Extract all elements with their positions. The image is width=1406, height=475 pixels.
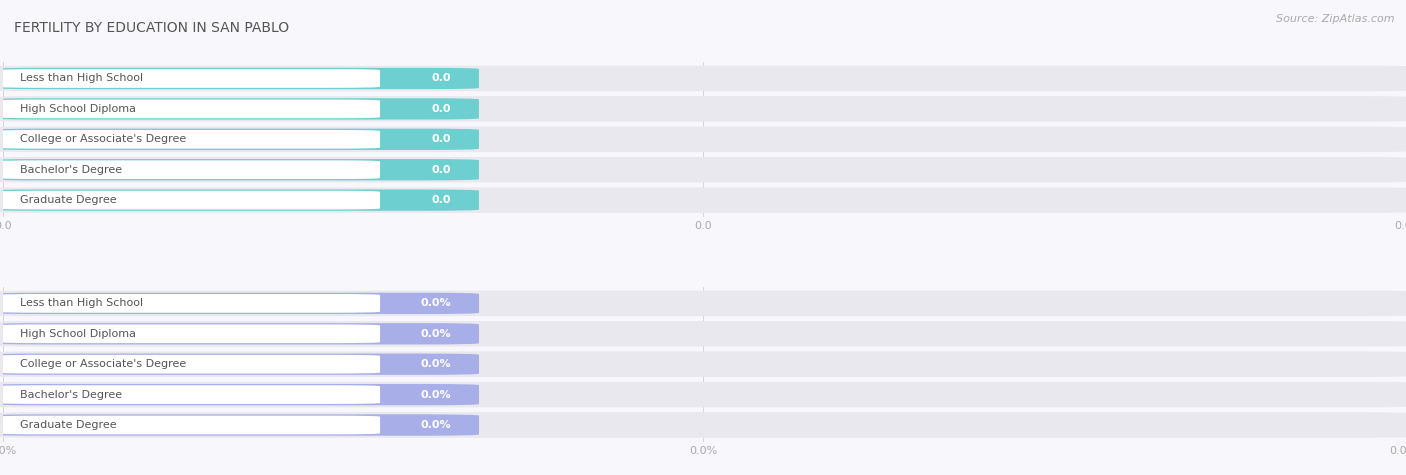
Text: College or Associate's Degree: College or Associate's Degree: [20, 359, 186, 369]
FancyBboxPatch shape: [0, 126, 1406, 152]
Text: Graduate Degree: Graduate Degree: [20, 420, 117, 430]
FancyBboxPatch shape: [0, 68, 479, 89]
FancyBboxPatch shape: [0, 191, 380, 209]
FancyBboxPatch shape: [0, 412, 1406, 438]
FancyBboxPatch shape: [0, 323, 479, 344]
FancyBboxPatch shape: [0, 321, 1406, 347]
FancyBboxPatch shape: [0, 96, 1406, 122]
FancyBboxPatch shape: [0, 66, 1406, 91]
FancyBboxPatch shape: [0, 190, 479, 211]
Text: 0.0%: 0.0%: [420, 298, 451, 308]
Text: High School Diploma: High School Diploma: [20, 329, 135, 339]
FancyBboxPatch shape: [0, 414, 479, 436]
Text: 0.0: 0.0: [432, 74, 451, 84]
Text: Source: ZipAtlas.com: Source: ZipAtlas.com: [1277, 14, 1395, 24]
Text: Bachelor's Degree: Bachelor's Degree: [20, 390, 122, 399]
Text: Less than High School: Less than High School: [20, 298, 143, 308]
FancyBboxPatch shape: [0, 416, 380, 435]
Text: 0.0%: 0.0%: [420, 329, 451, 339]
FancyBboxPatch shape: [0, 129, 479, 150]
Text: 0.0: 0.0: [432, 104, 451, 114]
Text: 0.0: 0.0: [432, 165, 451, 175]
Text: Graduate Degree: Graduate Degree: [20, 195, 117, 205]
FancyBboxPatch shape: [0, 187, 1406, 213]
FancyBboxPatch shape: [0, 98, 479, 120]
FancyBboxPatch shape: [0, 355, 380, 373]
FancyBboxPatch shape: [0, 157, 1406, 182]
FancyBboxPatch shape: [0, 161, 380, 179]
FancyBboxPatch shape: [0, 291, 1406, 316]
Text: 0.0: 0.0: [432, 134, 451, 144]
FancyBboxPatch shape: [0, 382, 1406, 408]
FancyBboxPatch shape: [0, 130, 380, 149]
FancyBboxPatch shape: [0, 324, 380, 343]
Text: Less than High School: Less than High School: [20, 74, 143, 84]
FancyBboxPatch shape: [0, 100, 380, 118]
Text: 0.0%: 0.0%: [420, 390, 451, 399]
FancyBboxPatch shape: [0, 69, 380, 88]
Text: College or Associate's Degree: College or Associate's Degree: [20, 134, 186, 144]
FancyBboxPatch shape: [0, 294, 380, 313]
Text: 0.0%: 0.0%: [420, 420, 451, 430]
Text: 0.0: 0.0: [432, 195, 451, 205]
FancyBboxPatch shape: [0, 385, 380, 404]
Text: FERTILITY BY EDUCATION IN SAN PABLO: FERTILITY BY EDUCATION IN SAN PABLO: [14, 21, 290, 35]
FancyBboxPatch shape: [0, 353, 479, 375]
Text: 0.0%: 0.0%: [420, 359, 451, 369]
Text: High School Diploma: High School Diploma: [20, 104, 135, 114]
Text: Bachelor's Degree: Bachelor's Degree: [20, 165, 122, 175]
FancyBboxPatch shape: [0, 159, 479, 180]
FancyBboxPatch shape: [0, 352, 1406, 377]
FancyBboxPatch shape: [0, 293, 479, 314]
FancyBboxPatch shape: [0, 384, 479, 405]
